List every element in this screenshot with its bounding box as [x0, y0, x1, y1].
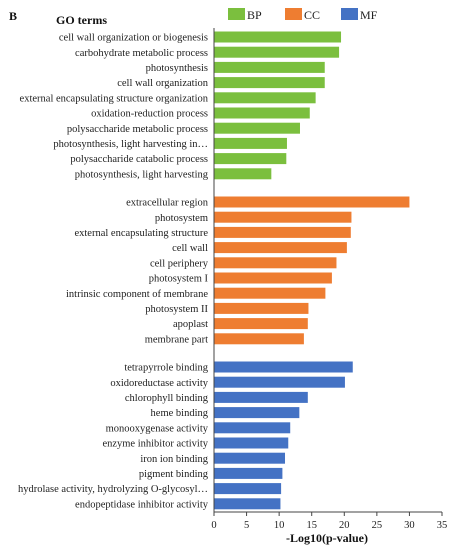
x-tick-label: 0 [211, 520, 216, 531]
bar-cc-8 [214, 302, 309, 314]
category-label: endopeptidase inhibitor activity [75, 499, 209, 510]
x-tick-label: 35 [437, 520, 448, 531]
bar-cc-7 [214, 287, 326, 299]
category-label: oxidation-reduction process [91, 109, 208, 120]
bar-mf-10 [214, 498, 281, 510]
legend-swatch-cc [285, 8, 302, 20]
x-tick-label: 20 [339, 520, 350, 531]
category-label: membrane part [145, 334, 208, 345]
bar-bp-6 [214, 107, 310, 119]
bar-cc-4 [214, 242, 347, 254]
bar-cc-6 [214, 272, 332, 284]
legend: BP CC MF [228, 8, 378, 22]
category-label: monooxygenase activity [106, 423, 209, 434]
bar-mf-2 [214, 376, 345, 388]
category-label: photosynthesis [146, 63, 208, 74]
bar-mf-4 [214, 407, 300, 419]
bar-mf-5 [214, 422, 291, 434]
x-axis-label: -Log10(p-value) [286, 531, 368, 545]
x-tick-label: 5 [244, 520, 249, 531]
bar-bp-2 [214, 46, 340, 58]
legend-swatch-bp [228, 8, 245, 20]
bar-cc-5 [214, 257, 337, 269]
category-label: enzyme inhibitor activity [102, 439, 208, 450]
x-tick-label: 10 [274, 520, 285, 531]
bar-cc-2 [214, 211, 352, 223]
bar-mf-7 [214, 452, 286, 464]
category-label: photosystem I [149, 274, 209, 285]
category-label: oxidoreductase activity [110, 378, 208, 389]
category-label: photosystem [155, 213, 208, 224]
bar-bp-8 [214, 137, 287, 149]
category-label: cell periphery [150, 258, 209, 269]
x-tick-label: 30 [404, 520, 415, 531]
category-label: extracellular region [126, 198, 209, 209]
category-label: pigment binding [139, 469, 209, 480]
legend-label-bp: BP [247, 8, 262, 22]
legend-label-mf: MF [360, 8, 378, 22]
bar-mf-8 [214, 467, 283, 479]
category-label: chlorophyll binding [125, 393, 209, 404]
bar-bp-5 [214, 92, 316, 104]
bar-mf-3 [214, 391, 308, 403]
category-label: intrinsic component of membrane [66, 289, 208, 300]
bars-group: cell wall organization or biogenesis carb… [18, 31, 410, 510]
x-tick-label: 25 [372, 520, 383, 531]
x-axis: 0 5 10 15 20 25 30 35 [211, 28, 447, 531]
category-label: photosynthesis, light harvesting in… [53, 139, 208, 150]
category-label: photosystem II [145, 304, 208, 315]
bar-bp-7 [214, 122, 300, 134]
category-label: cell wall [172, 243, 208, 254]
category-label: external encapsulating structure [74, 228, 208, 239]
bar-cc-9 [214, 318, 308, 330]
bar-bp-10 [214, 168, 272, 180]
y-axis-title: GO terms [56, 13, 107, 27]
bar-bp-4 [214, 77, 325, 89]
category-label: carbohydrate metabolic process [75, 48, 208, 59]
category-label: cell wall organization [117, 78, 209, 89]
bar-mf-1 [214, 361, 353, 373]
bar-cc-3 [214, 226, 351, 238]
bar-bp-1 [214, 31, 342, 43]
category-label: photosynthesis, light harvesting [75, 169, 209, 180]
panel-label: B [9, 9, 17, 23]
bar-cc-1 [214, 196, 410, 208]
category-label: apoplast [173, 319, 208, 330]
bar-mf-6 [214, 437, 289, 449]
category-label: tetrapyrrole binding [124, 363, 208, 374]
legend-swatch-mf [341, 8, 358, 20]
category-label: hydrolase activity, hydrolyzing O-glycos… [18, 484, 208, 495]
bar-mf-9 [214, 483, 282, 495]
category-label: polysaccharide metabolic process [67, 124, 208, 135]
x-tick-label: 15 [306, 520, 317, 531]
bar-bp-3 [214, 61, 325, 73]
category-label: external encapsulating structure organiz… [20, 93, 209, 104]
category-label: polysaccharide catabolic process [70, 154, 208, 165]
bar-bp-9 [214, 153, 287, 165]
legend-label-cc: CC [304, 8, 320, 22]
bar-cc-10 [214, 333, 304, 345]
category-label: iron ion binding [140, 454, 208, 465]
category-label: heme binding [151, 408, 209, 419]
category-label: cell wall organization or biogenesis [59, 33, 208, 44]
